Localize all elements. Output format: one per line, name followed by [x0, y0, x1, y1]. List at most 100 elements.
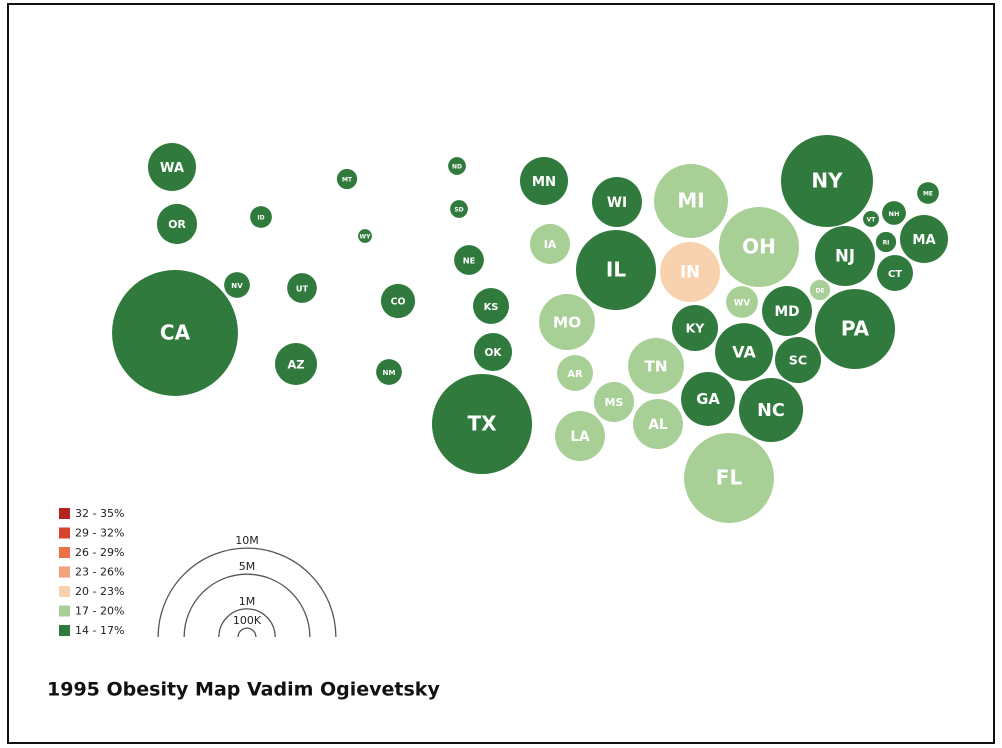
state-label: MO — [553, 314, 581, 332]
state-label: MA — [912, 233, 936, 248]
state-label: MD — [774, 304, 799, 320]
state-bubble — [376, 359, 402, 385]
state-bubble — [726, 286, 758, 318]
state-bubble — [473, 288, 509, 324]
state-bubble — [917, 182, 939, 204]
state-label: NM — [383, 368, 396, 377]
state-bubble — [684, 433, 774, 523]
state-bubble — [156, 203, 198, 245]
state-bubble — [287, 273, 317, 303]
state-label: PA — [841, 317, 870, 341]
legend-label: 20 - 23% — [75, 585, 124, 598]
state-bubble — [431, 373, 533, 475]
state-label: WI — [607, 195, 627, 211]
state-label: AZ — [287, 358, 304, 372]
state-bubble — [809, 279, 831, 301]
state-bubble — [448, 157, 466, 175]
state-label: TN — [644, 358, 667, 376]
state-bubble — [814, 225, 876, 287]
size-label: 10M — [235, 534, 259, 547]
state-label: MS — [605, 396, 624, 409]
legend-label: 23 - 26% — [75, 566, 124, 579]
state-label: NJ — [835, 247, 855, 266]
state-label: CT — [888, 269, 902, 280]
state-bubble — [877, 255, 913, 291]
state-label: KY — [686, 321, 706, 336]
state-label: NH — [889, 210, 900, 218]
state-label: VT — [867, 217, 877, 224]
state-bubble — [681, 372, 735, 426]
state-label: WY — [360, 234, 372, 241]
state-bubble — [671, 304, 719, 352]
state-bubble — [380, 283, 416, 319]
state-bubble — [592, 177, 642, 227]
state-bubble — [875, 231, 897, 253]
state-bubble — [774, 336, 822, 384]
state-bubble — [628, 338, 684, 394]
state-label: NE — [463, 256, 475, 266]
state-bubble — [814, 288, 896, 370]
legend-label: 14 - 17% — [75, 624, 124, 637]
state-bubble — [718, 206, 800, 288]
state-bubble — [358, 229, 372, 243]
legend-swatch — [59, 547, 70, 558]
state-bubble — [654, 164, 728, 238]
size-label: 1M — [239, 595, 256, 608]
state-bubble — [250, 206, 272, 228]
state-label: OR — [168, 218, 186, 231]
state-label: SC — [789, 353, 807, 368]
state-bubble — [863, 211, 879, 227]
state-bubble — [519, 156, 569, 206]
legend-label: 17 - 20% — [75, 605, 124, 618]
state-label: MT — [342, 177, 353, 184]
state-label: FL — [716, 466, 743, 490]
state-label: SD — [454, 207, 463, 214]
state-bubble — [529, 223, 571, 265]
state-bubble — [274, 342, 318, 386]
legend-swatch — [59, 625, 70, 636]
state-bubble — [659, 241, 721, 303]
state-label: DE — [815, 288, 824, 295]
state-bubble — [454, 245, 484, 275]
state-bubble — [715, 323, 773, 381]
state-label: CO — [391, 297, 406, 308]
state-label: TX — [467, 412, 497, 436]
legend-swatch — [59, 527, 70, 539]
map-title: 1995 Obesity Map Vadim Ogievetsky — [47, 679, 440, 701]
state-bubble — [633, 399, 683, 449]
size-circle — [237, 627, 257, 637]
state-bubble — [555, 411, 605, 461]
state-label: WV — [734, 299, 751, 309]
state-label: AL — [648, 417, 668, 433]
state-label: NC — [757, 401, 785, 421]
size-circle — [157, 547, 337, 637]
state-label: MN — [532, 175, 556, 190]
state-bubble — [557, 355, 593, 391]
state-label: NY — [811, 169, 843, 193]
state-bubble — [762, 286, 812, 336]
state-label: ID — [257, 215, 264, 222]
state-label: IA — [544, 238, 557, 251]
state-label: OH — [742, 235, 776, 259]
state-label: IL — [606, 258, 626, 282]
state-label: CA — [160, 321, 191, 345]
state-bubble — [112, 270, 238, 396]
size-label: 100K — [233, 614, 262, 627]
state-bubble — [473, 332, 513, 372]
state-bubble — [575, 229, 657, 311]
state-bubble — [336, 168, 358, 190]
state-bubble — [539, 294, 595, 350]
legend-label: 26 - 29% — [75, 546, 124, 559]
legend-swatch — [59, 586, 70, 597]
state-label: LA — [570, 429, 590, 445]
state-label: MI — [677, 189, 704, 213]
size-circle — [183, 573, 311, 637]
state-label: VA — [732, 343, 756, 362]
state-label: AR — [567, 369, 583, 380]
state-label: KS — [484, 302, 499, 313]
state-label: NV — [231, 281, 243, 290]
state-bubble — [224, 272, 250, 298]
state-label: WA — [160, 161, 185, 176]
state-label: OK — [484, 347, 502, 359]
